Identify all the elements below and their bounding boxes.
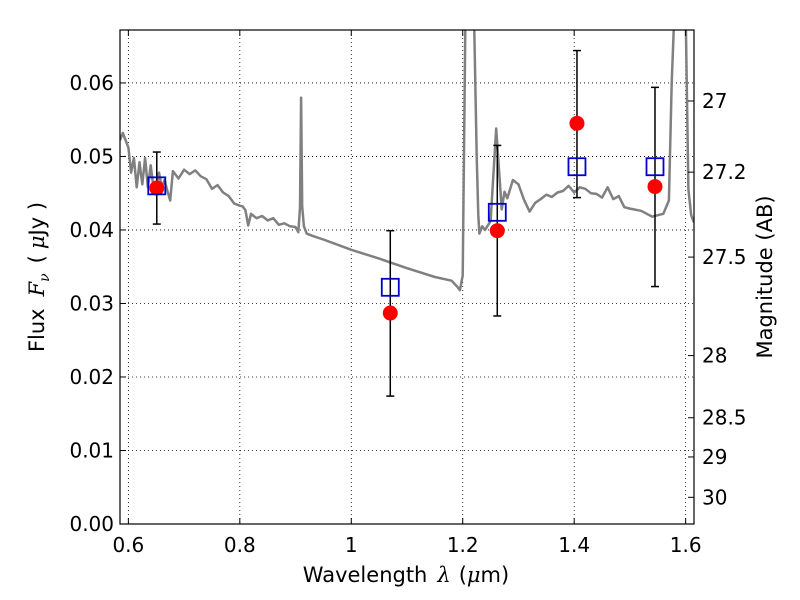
x-axis-label: Wavelength λ (μm): [303, 563, 509, 587]
y-axis-label: FluxFν(μJy ): [25, 202, 53, 352]
synthetic-point: [487, 202, 507, 222]
magnitude-tick-label: 27.2: [702, 160, 747, 184]
plot-frame: [119, 29, 695, 525]
x-tick-label: 1.2: [447, 533, 479, 557]
x-tick-label: 0.8: [224, 533, 256, 557]
observed-point: [149, 180, 165, 196]
magnitude-tick-label: 29: [702, 445, 727, 469]
magnitude-axis-label: Magnitude (AB): [753, 195, 777, 358]
observed-point: [569, 115, 585, 131]
magnitude-tick-label: 28.5: [702, 406, 747, 430]
synthetic-point: [567, 157, 587, 177]
plot-area: [120, 30, 694, 397]
y-tick-label: 0.02: [69, 365, 114, 389]
magnitude-tick-label: 27: [702, 89, 727, 113]
y-tick-label: 0.01: [69, 438, 114, 462]
x-tick-label: 0.6: [112, 533, 144, 557]
axis-ticks: 0.6 0.8 1 1.2 1.4 1.6 0.00 0.01 0.02 0.03 0.04 0.05…: [69, 30, 747, 557]
magnitude-tick-label: 28: [702, 344, 727, 368]
magnitude-tick-label: 27.5: [702, 245, 747, 269]
x-tick-label: 1.6: [670, 533, 702, 557]
synthetic-point: [147, 176, 167, 196]
x-tick-label: 1.4: [558, 533, 590, 557]
synthetic-points: [147, 157, 665, 297]
observed-points: [149, 115, 663, 321]
magnitude-tick-label: 30: [702, 485, 727, 509]
y-tick-label: 0.06: [69, 71, 114, 95]
y-tick-label: 0.05: [69, 144, 114, 168]
synthetic-point: [645, 157, 665, 177]
observed-point: [489, 223, 505, 239]
model-spectrum-line: [120, 30, 694, 292]
observed-point: [382, 305, 398, 321]
y-tick-label: 0.00: [69, 512, 114, 536]
y-tick-label: 0.03: [69, 291, 114, 315]
x-tick-label: 1: [345, 533, 358, 557]
observed-point: [647, 179, 663, 195]
synthetic-point: [380, 277, 400, 297]
y-tick-label: 0.04: [69, 218, 114, 242]
